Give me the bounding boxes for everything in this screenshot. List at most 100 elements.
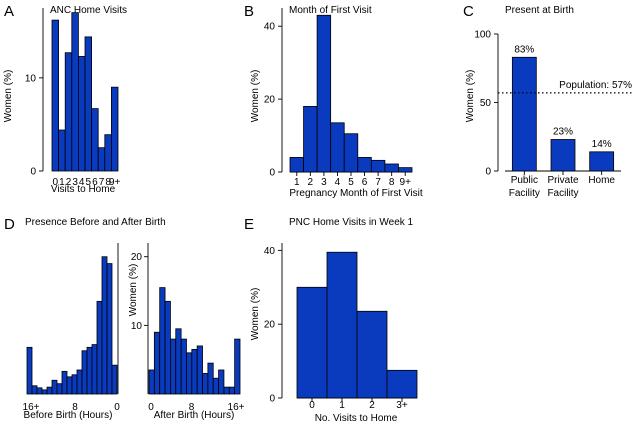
panel-d-before-bar [66, 376, 73, 395]
panel-b-xtick-label: 8 [389, 177, 395, 188]
panel-e-xtick-label: 3+ [396, 400, 408, 411]
panel-d-after-bar [207, 362, 214, 395]
panel-b-xtick-label: 5 [348, 177, 354, 188]
panel-b-bar [303, 106, 318, 173]
panel-d-after-bar [153, 331, 161, 395]
panel-c-xtick-label: Facility [547, 188, 578, 199]
panel-a-xtick-label: 4 [79, 177, 85, 188]
panel-d-after-bar [223, 386, 230, 395]
panel-a-bar [111, 86, 119, 172]
panel-b-xtick-label: 7 [375, 177, 381, 188]
panel-a-bar [91, 108, 99, 172]
panel-b-bar [384, 163, 399, 173]
panel-d-after-bar [196, 345, 203, 395]
panel-d-after-bar [186, 352, 193, 395]
panel-d-after-bar [164, 300, 171, 395]
panel-c-bar [511, 56, 537, 172]
panel-a-bar [58, 129, 66, 172]
panel-a-xtick-label: 7 [99, 177, 105, 188]
panel-d-after-xtick-label: 16+ [228, 402, 245, 413]
panel-b-bar [370, 159, 386, 173]
panel-d-after-xtick-label: 0 [148, 402, 154, 413]
panel-b-bar [289, 157, 304, 173]
panel-c-data-label: 83% [514, 44, 534, 55]
panel-c-xtick-label: Facility [509, 188, 540, 199]
panel-e-title: PNC Home Visits in Week 1 [289, 217, 414, 228]
panel-b-plot: 0 20 40 1 2 3 4 5 6 7 8 9+ [264, 8, 413, 188]
panel-e-bar [296, 286, 328, 399]
panel-letter-c: C [463, 3, 474, 20]
panel-b-xtick-label: 1 [294, 177, 300, 188]
panel-d-ytick-label: 20 [131, 252, 143, 263]
panel-d-before-bar [96, 300, 103, 395]
panel-b-bar [330, 122, 345, 173]
panel-a-xtick-label: 0 [53, 177, 59, 188]
panel-a-xlabel: Visits to Home [51, 184, 116, 195]
panel-e-bar [386, 369, 418, 399]
panel-c-data-label: 14% [592, 139, 612, 150]
panel-d-after-bar [170, 338, 177, 395]
panel-a-xtick-label: 5 [86, 177, 92, 188]
panel-b-xlabel: Pregnancy Month of First Visit [289, 188, 422, 199]
panel-d-before-bar [26, 346, 33, 395]
panel-c-ytick-label: 50 [480, 98, 492, 109]
panel-d-xlabel-before: Before Birth (Hours) [24, 410, 113, 421]
panel-c-xtick-label: Public [511, 175, 538, 186]
panel-c-ylabel: Women (%) [465, 70, 476, 123]
panel-e-bar [326, 251, 358, 399]
panel-c-xtick-label: Private [547, 175, 579, 186]
panel-c-ytick-label: 0 [485, 167, 491, 178]
panel-d-before-bar [86, 346, 93, 395]
panel-a-ytick-label: 10 [25, 73, 37, 84]
panel-d-after-bar [148, 369, 155, 395]
panel-a-bar [64, 52, 73, 172]
panel-d-before-bar [106, 263, 113, 395]
panel-d-before-bar [71, 374, 78, 395]
panel-b-ytick-label: 20 [264, 95, 276, 106]
panel-a-bar [84, 36, 92, 172]
panel-b-bar [316, 14, 332, 173]
panel-letter-a: A [4, 3, 14, 20]
panel-d-after-bar [175, 328, 182, 395]
panel-b-bar [343, 133, 359, 173]
panel-d-after-bar [202, 373, 209, 395]
panel-d-before-bar [46, 386, 53, 395]
panel-d-before-xtick-label: 0 [114, 402, 120, 413]
panel-d-title: Presence Before and After Birth [25, 217, 166, 228]
panel-e-xtick-label: 2 [369, 400, 375, 411]
panel-a-bar [71, 12, 79, 172]
panel-d-before-bar [51, 379, 58, 395]
panel-d-before-bar [91, 344, 98, 395]
panel-d-before-bar [31, 385, 38, 395]
panel-d-before-bar [101, 256, 108, 395]
panel-d-before-bar [61, 370, 68, 395]
panel-e-xtick-label: 0 [309, 400, 315, 411]
panel-c-ytick-label: 100 [474, 30, 491, 41]
panel-d-after-bar [159, 287, 166, 395]
panel-a-xtick-label: 8 [105, 177, 111, 188]
panel-d-before-bar [36, 387, 43, 395]
panel-d-before-bar [41, 389, 48, 395]
panel-d-after-bar [218, 369, 225, 395]
panel-d-after-bar [234, 338, 241, 395]
panel-a-xtick-label: 9+ [109, 177, 121, 188]
panel-e-ytick-label: 40 [264, 246, 276, 257]
panel-a-title: ANC Home Visits [50, 5, 127, 16]
panel-b-ytick-label: 0 [269, 168, 275, 179]
panel-e-bar [356, 310, 388, 399]
panel-a-xtick-label: 3 [72, 177, 78, 188]
panel-a-bar [104, 134, 112, 172]
panel-a-ylabel: Women (%) [3, 70, 14, 123]
panel-d-before-bar [76, 369, 83, 395]
panel-d-before-bar [111, 364, 118, 395]
panel-a-xtick-label: 1 [59, 177, 65, 188]
panel-c-reference-label: Population: 57% [559, 80, 632, 91]
panel-c-xtick-label: Home [588, 175, 615, 186]
panel-a-bar [51, 19, 59, 172]
panel-d-xlabel-after: After Birth (Hours) [154, 410, 235, 421]
panel-e-ytick-label: 20 [264, 320, 276, 331]
panel-b-xtick-label: 6 [362, 177, 368, 188]
panel-d-after-bar [180, 338, 187, 395]
panel-c-plot: 0 50 100 Public Facility 83% Private Facility 23… [474, 30, 632, 200]
